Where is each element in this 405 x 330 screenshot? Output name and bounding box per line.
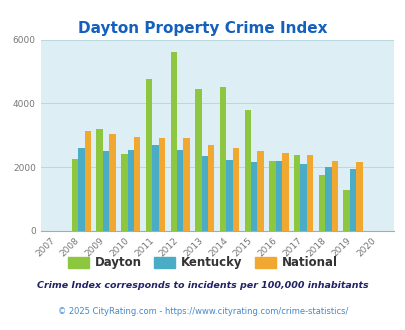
Text: Dayton Property Crime Index: Dayton Property Crime Index: [78, 21, 327, 36]
Bar: [127, 150, 134, 231]
Bar: [158, 139, 165, 231]
Bar: [331, 161, 337, 231]
Bar: [78, 148, 84, 231]
Bar: [220, 87, 226, 231]
Bar: [121, 154, 127, 231]
Bar: [318, 175, 324, 231]
Bar: [300, 164, 306, 231]
Bar: [244, 110, 250, 231]
Bar: [356, 162, 362, 231]
Bar: [195, 89, 201, 231]
Bar: [177, 150, 183, 231]
Bar: [102, 151, 109, 231]
Bar: [343, 189, 349, 231]
Text: Crime Index corresponds to incidents per 100,000 inhabitants: Crime Index corresponds to incidents per…: [37, 281, 368, 290]
Bar: [324, 167, 331, 231]
Bar: [201, 156, 207, 231]
Bar: [226, 160, 232, 231]
Bar: [281, 153, 288, 231]
Bar: [183, 139, 189, 231]
Bar: [232, 148, 239, 231]
Bar: [145, 80, 152, 231]
Bar: [84, 130, 91, 231]
Legend: Dayton, Kentucky, National: Dayton, Kentucky, National: [63, 252, 342, 274]
Bar: [306, 155, 313, 231]
Bar: [207, 145, 214, 231]
Bar: [170, 52, 177, 231]
Bar: [257, 151, 263, 231]
Bar: [293, 155, 300, 231]
Bar: [250, 162, 257, 231]
Bar: [349, 169, 356, 231]
Bar: [96, 129, 102, 231]
Bar: [109, 134, 115, 231]
Bar: [152, 145, 158, 231]
Bar: [134, 137, 140, 231]
Bar: [275, 161, 281, 231]
Text: © 2025 CityRating.com - https://www.cityrating.com/crime-statistics/: © 2025 CityRating.com - https://www.city…: [58, 307, 347, 316]
Bar: [72, 159, 78, 231]
Bar: [269, 161, 275, 231]
